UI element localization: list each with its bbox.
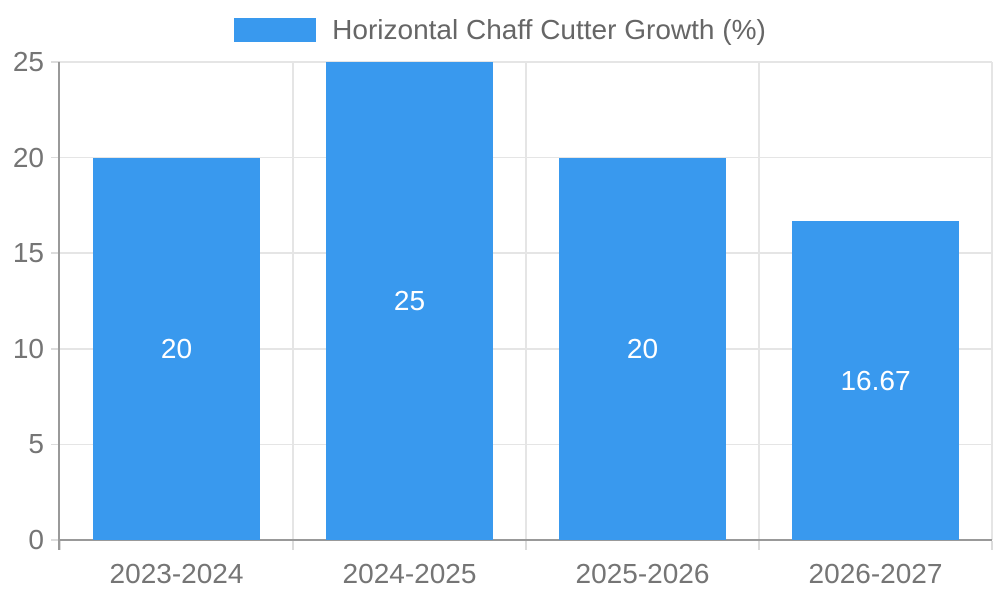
y-tick-mark-10 bbox=[51, 348, 60, 350]
y-tick-label-25: 25 bbox=[12, 46, 44, 77]
x-category-label-2023-2024: 2023-2024 bbox=[109, 558, 244, 589]
legend-item[interactable]: Horizontal Chaff Cutter Growth (%) bbox=[0, 14, 1000, 46]
x-category-label-2026-2027: 2026-2027 bbox=[808, 558, 943, 589]
y-tick-mark-20 bbox=[51, 156, 60, 159]
bar-value-label-2024-2025: 25 bbox=[393, 285, 426, 316]
gridline-x-1 bbox=[292, 62, 294, 540]
bar-2026-2027 bbox=[792, 221, 959, 540]
gridline-x-4 bbox=[991, 62, 993, 540]
legend-swatch bbox=[234, 18, 317, 42]
y-tick-mark-25 bbox=[51, 61, 60, 63]
x-tick-mark-1 bbox=[292, 541, 294, 550]
y-tick-label-15: 15 bbox=[12, 237, 44, 269]
gridline-x-2 bbox=[525, 62, 527, 540]
y-tick-label-5: 5 bbox=[28, 428, 44, 460]
y-tick-label-0: 0 bbox=[28, 524, 44, 555]
y-axis-line bbox=[58, 62, 60, 550]
x-tick-mark-0 bbox=[59, 541, 61, 550]
y-tick-mark-0 bbox=[51, 539, 60, 541]
x-axis-line bbox=[60, 539, 992, 541]
bar-2023-2024 bbox=[93, 157, 260, 540]
x-tick-mark-3 bbox=[758, 541, 760, 550]
y-tick-label-20: 20 bbox=[12, 141, 44, 173]
bar-value-label-2026-2027: 16.67 bbox=[840, 365, 911, 396]
bar-2024-2025 bbox=[326, 62, 493, 540]
x-tick-mark-2 bbox=[525, 541, 527, 550]
y-tick-label-10: 10 bbox=[12, 332, 44, 364]
y-tick-mark-15 bbox=[51, 252, 60, 254]
x-tick-mark-4 bbox=[991, 541, 993, 550]
x-category-label-2025-2026: 2025-2026 bbox=[575, 558, 710, 589]
bar-2025-2026 bbox=[559, 157, 726, 540]
bar-value-label-2025-2026: 20 bbox=[626, 333, 659, 364]
y-tick-mark-5 bbox=[51, 443, 60, 446]
legend-label: Horizontal Chaff Cutter Growth (%) bbox=[332, 14, 766, 45]
bar-value-label-2023-2024: 20 bbox=[160, 333, 193, 364]
x-category-label-2024-2025: 2024-2025 bbox=[342, 558, 477, 589]
gridline-x-3 bbox=[758, 62, 760, 540]
